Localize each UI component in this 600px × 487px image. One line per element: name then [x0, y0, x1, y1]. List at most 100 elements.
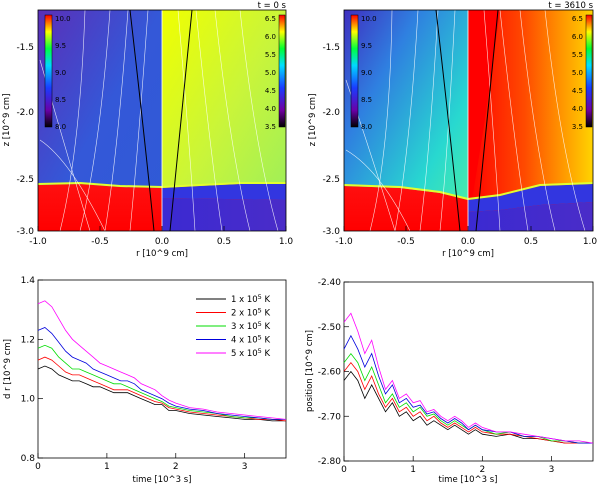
- y-tick-label: -2.70: [318, 412, 342, 422]
- y-tick-label: -2.40: [318, 278, 342, 288]
- x-axis-label: time [10^3 s]: [132, 475, 191, 485]
- colorbar-density-tick-3: 9.0: [55, 69, 66, 77]
- map-image: [38, 10, 286, 231]
- colorbar-temperature-tick-6: 4.0: [572, 105, 583, 113]
- series-line-4: [343, 334, 593, 444]
- x-tick-label: -1.0: [29, 237, 47, 247]
- colorbar-density: 10.0 9.5 9.0 8.5 8.0: [350, 14, 377, 131]
- colorbar-temperature: 6.5 6.0 5.5 5.0 4.5 4.0 3.5: [265, 14, 286, 131]
- colorbar-temperature-tick-3: 5.5: [572, 51, 583, 59]
- density-temperature-map-t0: 10.0 9.5 9.0 8.5 8.0 6.5 6.0 5.5 5.0 4.5…: [2, 1, 293, 259]
- colorbar-density-ramp: [350, 14, 359, 128]
- colorbar-density-ramp: [44, 14, 53, 128]
- colorbar-density: 10.0 9.5 9.0 8.5 8.0: [44, 14, 71, 131]
- x-tick-label: 2: [479, 465, 485, 475]
- colorbar-density-tick-3: 9.0: [361, 69, 372, 77]
- x-tick-label: 0.0: [155, 237, 170, 247]
- colorbar-density-tick-2: 9.5: [361, 42, 372, 50]
- x-tick-label: 1: [104, 462, 110, 472]
- tick-marks: [343, 281, 552, 462]
- x-tick-label: 0.5: [524, 237, 538, 247]
- position-vs-time-plot: 0 1 2 3 -2.80 -2.70 -2.60 -2.50 -2.40 time [10^3…: [305, 278, 594, 485]
- tick-labels: 0 1 2 3 0.8 1.0 1.2 1.4: [21, 276, 248, 472]
- legend-label-2: 2 x 105 K: [231, 307, 271, 319]
- y-tick-label: -1.5: [16, 43, 34, 53]
- y-tick-label: -2.80: [318, 457, 342, 467]
- envelope-region-right: [162, 198, 286, 231]
- y-tick-label: 1.2: [21, 335, 35, 345]
- colorbar-density-tick-4: 8.5: [361, 96, 372, 104]
- colorbar-temperature-tick-7: 3.5: [265, 123, 276, 131]
- x-tick-label: -1.0: [335, 237, 353, 247]
- y-tick-label: -1.5: [322, 43, 340, 53]
- legend-label-5: 5 x 105 K: [231, 347, 271, 359]
- series-line-4: [37, 327, 286, 420]
- colorbar-temperature-tick-3: 5.5: [265, 51, 276, 59]
- colorbar-temperature: 6.5 6.0 5.5 5.0 4.5 4.0 3.5: [572, 14, 593, 131]
- y-tick-label: 1.4: [21, 276, 36, 286]
- series-line-3: [37, 344, 286, 420]
- y-tick-label: -2.60: [318, 368, 342, 378]
- colorbar-temperature-tick-4: 5.0: [572, 69, 583, 77]
- legend: 1 x 105 K 2 x 105 K3 x 105 K 4 x 105 K5 x …: [196, 293, 271, 359]
- colorbar-temperature-tick-2: 6.0: [265, 33, 276, 41]
- hot-column: [468, 10, 500, 200]
- y-tick-label: -3.0: [322, 227, 340, 237]
- map-title: t = 0 s: [258, 1, 287, 11]
- legend-label-4: 4 x 105 K: [231, 334, 271, 346]
- x-axis-label: r [10^9 cm]: [136, 249, 188, 259]
- tick-labels: 0 1 2 3 -2.80 -2.70 -2.60 -2.50 -2.40: [318, 278, 555, 475]
- colorbar-density-tick-4: 8.5: [55, 96, 66, 104]
- colorbar-density-tick-1: 10.0: [55, 15, 71, 23]
- envelope-band-right: [468, 184, 593, 212]
- y-tick-label: 0.8: [21, 454, 36, 464]
- x-tick-label: 3: [242, 462, 248, 472]
- legend-label-3: 3 x 105 K: [231, 320, 271, 332]
- stream-tube-boundary: [129, 10, 193, 231]
- series-line-2: [37, 356, 287, 422]
- x-axis-label: time [10^3 s]: [438, 475, 497, 485]
- series-line-5: [343, 312, 594, 444]
- y-tick-label: -2.50: [318, 323, 342, 333]
- y-tick-label: 1.0: [21, 395, 36, 405]
- map-x-ticks: [37, 226, 287, 231]
- stream-tube-boundary: [435, 10, 499, 231]
- x-tick-label: 3: [549, 465, 555, 475]
- colorbar-temperature-tick-1: 6.5: [265, 15, 276, 23]
- colorbar-temperature-tick-7: 3.5: [572, 123, 583, 131]
- x-tick-label: 0: [341, 465, 347, 475]
- y-tick-label: -2.5: [16, 175, 34, 185]
- width-vs-time-plot: 1 x 105 K 2 x 105 K3 x 105 K 4 x 105 K5 x …: [3, 276, 287, 485]
- x-tick-label: 0.0: [461, 237, 476, 247]
- series-group: [37, 300, 287, 422]
- map-title: t = 3610 s: [548, 1, 593, 11]
- colorbar-density-tick-5: 8.0: [361, 123, 372, 131]
- series-group: [343, 312, 594, 444]
- density-temperature-map-t3610: 10.0 9.5 9.0 8.5 8.0 6.5 6.0 5.5 5.0 4.5…: [308, 1, 597, 259]
- x-tick-label: 0: [35, 462, 41, 472]
- x-tick-label: 1: [410, 465, 416, 475]
- tick-marks: [37, 279, 246, 459]
- map-image: [344, 10, 593, 231]
- y-tick-label: -2.5: [322, 175, 340, 185]
- series-line-2: [343, 361, 593, 444]
- y-axis-label: z [10^9 cm]: [308, 94, 318, 147]
- colorbar-temperature-tick-2: 6.0: [572, 33, 583, 41]
- colorbar-density-tick-1: 10.0: [361, 15, 377, 23]
- x-tick-label: 2: [173, 462, 179, 472]
- colorbar-density-tick-2: 9.5: [55, 42, 66, 50]
- x-tick-label: -0.5: [397, 237, 415, 247]
- y-axis-label: d r [10^9 cm]: [3, 339, 13, 399]
- colorbar-temperature-tick-4: 5.0: [265, 69, 276, 77]
- x-tick-label: -0.5: [91, 237, 109, 247]
- x-tick-label: 1.0: [279, 237, 294, 247]
- colorbar-temperature-tick-5: 4.5: [265, 87, 276, 95]
- colorbar-density-tick-5: 8.0: [55, 123, 66, 131]
- x-tick-label: 0.5: [217, 237, 231, 247]
- legend-label-1: 1 x 105 K: [231, 293, 271, 305]
- streamlines: [39, 10, 279, 231]
- series-line-1: [343, 370, 593, 444]
- map-frame: [343, 9, 594, 232]
- y-axis-label: position [10^9 cm]: [305, 330, 315, 412]
- series-line-5: [37, 300, 287, 420]
